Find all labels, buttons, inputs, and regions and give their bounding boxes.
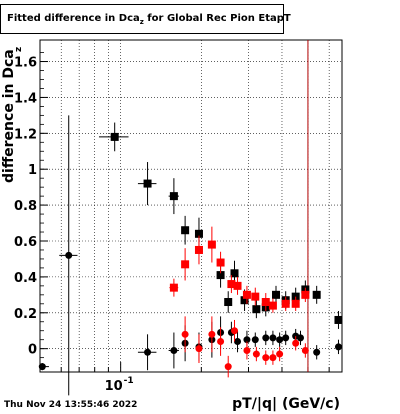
data-point-square: [110, 132, 119, 141]
y-tick-label: 0.4: [14, 271, 37, 286]
data-point-square: [272, 290, 281, 299]
chart-title-rest: for Global Rec Pion EtapT: [143, 13, 291, 24]
y-tick-label: 1.4: [14, 91, 37, 106]
data-point-square: [143, 179, 152, 188]
y-tick-label: 1: [28, 163, 37, 178]
data-point-circle: [292, 339, 300, 347]
data-point-circle: [217, 337, 225, 345]
data-point-circle: [252, 350, 260, 358]
data-point-square: [281, 299, 290, 308]
y-tick-label: 0.2: [14, 307, 37, 322]
chart-title: Fitted difference in Dcaz for Global Rec…: [7, 13, 291, 26]
data-point-square: [268, 301, 277, 310]
data-point-circle: [313, 348, 321, 356]
data-point-square: [194, 245, 203, 254]
data-point-circle: [195, 345, 203, 353]
data-point-square: [216, 258, 225, 267]
data-point-circle: [296, 334, 304, 342]
data-point-square: [169, 192, 178, 201]
data-point-square: [233, 281, 242, 290]
data-point-circle: [65, 251, 73, 259]
data-point-circle: [269, 334, 277, 342]
y-tick-label: 1.2: [14, 127, 37, 142]
x-tick-label: 10: [105, 379, 123, 394]
data-point-circle: [144, 348, 152, 356]
y-tick-label: 0.6: [14, 235, 37, 250]
data-point-square: [312, 290, 321, 299]
data-point-square: [207, 240, 216, 249]
data-point-square: [261, 298, 270, 307]
y-axis-label: difference in Dca: [1, 49, 17, 183]
data-point-square: [301, 290, 310, 299]
data-point-square: [291, 299, 300, 308]
data-point-circle: [262, 354, 270, 362]
data-point-square: [194, 229, 203, 238]
data-point-square: [181, 226, 190, 235]
data-point-circle: [251, 336, 259, 344]
data-point-circle: [276, 350, 284, 358]
data-point-circle: [38, 363, 46, 371]
chart-title-box: Fitted difference in Dcaz for Global Rec…: [0, 4, 291, 34]
data-point-circle: [269, 354, 277, 362]
data-point-square: [240, 296, 249, 305]
data-point-circle: [234, 337, 242, 345]
data-point-circle: [181, 330, 189, 338]
plot-frame: [39, 39, 343, 373]
data-point-square: [252, 305, 261, 314]
y-tick-label: 0: [28, 343, 37, 358]
data-point-circle: [243, 346, 251, 354]
data-point-circle: [231, 327, 239, 335]
x-tick-label-exponent: -1: [124, 376, 134, 386]
chart-title-main: Fitted difference in Dca: [7, 13, 140, 24]
y-tick-label: 1.6: [14, 56, 37, 71]
data-point-square: [230, 269, 239, 278]
data-point-circle: [208, 330, 216, 338]
data-point-circle: [262, 334, 270, 342]
data-point-circle: [224, 363, 232, 371]
x-axis-label: pT/|q| (GeV/c): [232, 396, 340, 412]
data-point-square: [224, 298, 233, 307]
data-point-circle: [170, 346, 178, 354]
chart-title-subscript: z: [139, 18, 144, 26]
y-axis-label-subscript: z: [14, 46, 24, 52]
data-point-square: [242, 290, 251, 299]
data-point-square: [216, 271, 225, 280]
data-point-circle: [301, 346, 309, 354]
data-point-circle: [243, 336, 251, 344]
data-point-square: [169, 283, 178, 292]
data-point-circle: [334, 343, 342, 351]
data-point-square: [251, 292, 260, 301]
y-tick-label: 0.8: [14, 199, 37, 214]
data-point-square: [227, 280, 236, 289]
timestamp: Thu Nov 24 13:55:46 2022: [4, 400, 138, 410]
data-point-circle: [282, 334, 290, 342]
data-point-circle: [276, 336, 284, 344]
data-point-square: [334, 315, 343, 324]
data-point-square: [181, 260, 190, 269]
